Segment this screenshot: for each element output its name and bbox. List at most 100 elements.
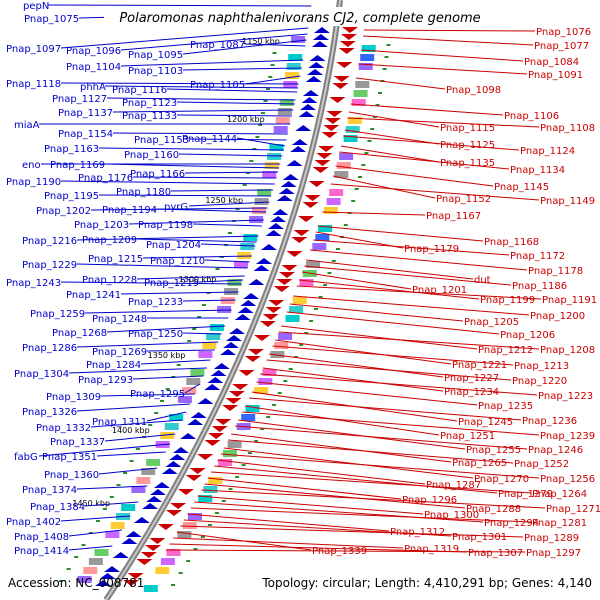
gene-label-right[interactable]: Pnap_1134 xyxy=(510,165,565,176)
gene-label-right[interactable]: Pnap_1252 xyxy=(514,459,569,470)
gene-label-right[interactable]: Pnap_1149 xyxy=(540,196,595,207)
gene-label-right[interactable]: Pnap_1135 xyxy=(440,158,495,169)
gene-label-right[interactable]: Pnap_1245 xyxy=(458,417,513,428)
gene-label-left[interactable]: Pnap_1202 xyxy=(36,206,91,217)
gene-label-left[interactable]: Pnap_1166 xyxy=(130,169,185,180)
gene-label-right[interactable]: Pnap_1145 xyxy=(494,182,549,193)
gene-label-left[interactable]: Pnap_1127 xyxy=(52,94,107,105)
gene-label-left[interactable]: Pnap_1250 xyxy=(128,329,183,340)
gene-label-left[interactable]: Pnap_1326 xyxy=(22,407,77,418)
gene-label-right[interactable]: Pnap_1091 xyxy=(528,70,583,81)
gene-label-right[interactable]: Pnap_1319 xyxy=(404,544,459,555)
gene-label-left[interactable]: Pnap_1374 xyxy=(22,485,77,496)
gene-label-left[interactable]: Pnap_1309 xyxy=(46,392,101,403)
gene-label-right[interactable]: Pnap_1289 xyxy=(524,533,579,544)
gene-label-right[interactable]: Pnap_1172 xyxy=(510,251,565,262)
gene-label-left[interactable]: miaA xyxy=(14,120,40,131)
gene-label-right[interactable]: Pnap_1084 xyxy=(524,57,579,68)
gene-label-left[interactable]: phhA xyxy=(80,82,106,93)
gene-label-left[interactable]: Pnap_1241 xyxy=(66,290,121,301)
gene-label-right[interactable]: Pnap_1125 xyxy=(440,140,495,151)
gene-label-right[interactable]: Pnap_1191 xyxy=(542,295,597,306)
gene-label-right[interactable]: Pnap_1235 xyxy=(478,401,533,412)
gene-label-left[interactable]: Pnap_1137 xyxy=(58,108,113,119)
gene-label-right[interactable]: Pnap_1287 xyxy=(426,480,481,491)
gene-label-left[interactable]: Pnap_1097 xyxy=(6,44,61,55)
gene-label-right[interactable]: Pnap_1168 xyxy=(484,237,539,248)
gene-label-right[interactable]: Pnap_1296 xyxy=(402,495,457,506)
gene-label-right[interactable]: Pnap_1265 xyxy=(452,458,507,469)
gene-label-right[interactable]: Pnap_1312 xyxy=(390,527,445,538)
gene-label-left[interactable]: Pnap_1219 xyxy=(144,278,199,289)
gene-label-left[interactable]: Pnap_1210 xyxy=(150,256,205,267)
gene-label-right[interactable]: Pnap_1227 xyxy=(444,373,499,384)
gene-label-left[interactable]: Pnap_1384 xyxy=(30,502,85,513)
gene-label-left[interactable]: Pnap_1304 xyxy=(14,369,69,380)
gene-label-left[interactable]: Pnap_1169 xyxy=(50,160,105,171)
gene-label-left[interactable]: Pnap_1154 xyxy=(58,129,113,140)
gene-label-left[interactable]: Pnap_1096 xyxy=(66,46,121,57)
gene-label-right[interactable]: Pnap_1124 xyxy=(520,146,575,157)
gene-label-right[interactable]: Pnap_1152 xyxy=(436,194,491,205)
gene-label-left[interactable]: eno xyxy=(22,160,41,171)
gene-label-left[interactable]: Pnap_1286 xyxy=(22,343,77,354)
gene-label-left[interactable]: fabG xyxy=(14,452,38,463)
gene-label-right[interactable]: Pnap_1301 xyxy=(452,532,507,543)
gene-label-left[interactable]: Pnap_1190 xyxy=(6,177,61,188)
gene-label-right[interactable]: Pnap_1234 xyxy=(444,387,499,398)
gene-label-right[interactable]: Pnap_1223 xyxy=(538,391,593,402)
gene-label-left[interactable]: Pnap_1144 xyxy=(182,134,237,145)
gene-label-right[interactable]: Pnap_1246 xyxy=(528,445,583,456)
gene-label-left[interactable]: Pnap_1311 xyxy=(92,417,147,428)
gene-label-right[interactable]: Pnap_1236 xyxy=(522,416,577,427)
gene-label-right[interactable]: Pnap_1212 xyxy=(478,345,533,356)
gene-label-left[interactable]: Pnap_1284 xyxy=(86,360,141,371)
gene-label-right[interactable]: Pnap_1108 xyxy=(540,123,595,134)
gene-label-left[interactable]: Pnap_1215 xyxy=(88,254,143,265)
gene-label-left[interactable]: pepN xyxy=(23,1,49,12)
gene-label-right[interactable]: Pnap_1281 xyxy=(532,518,587,529)
gene-label-right[interactable]: Pnap_1199 xyxy=(480,295,535,306)
gene-label-left[interactable]: Pnap_1351 xyxy=(42,452,97,463)
gene-label-right[interactable]: Pnap_1178 xyxy=(528,266,583,277)
gene-label-right[interactable]: Pnap_1256 xyxy=(540,474,595,485)
gene-label-left[interactable]: Pnap_1204 xyxy=(146,240,201,251)
gene-label-right[interactable]: Pnap_1220 xyxy=(512,376,567,387)
gene-label-left[interactable]: Pnap_1194 xyxy=(102,205,157,216)
gene-label-left[interactable]: Pnap_1209 xyxy=(82,235,137,246)
gene-label-left[interactable]: Pnap_1259 xyxy=(30,309,85,320)
gene-label-left[interactable]: Pnap_1268 xyxy=(52,328,107,339)
gene-label-left[interactable]: Pnap_1332 xyxy=(36,423,91,434)
gene-label-left[interactable]: Pnap_1163 xyxy=(44,144,99,155)
gene-label-left[interactable]: Pnap_1233 xyxy=(128,297,183,308)
gene-label-right[interactable]: Pnap_1270 xyxy=(474,474,529,485)
gene-label-right[interactable]: Pnap_1208 xyxy=(540,345,595,356)
gene-label-left[interactable]: Pnap_1176 xyxy=(78,173,133,184)
gene-label-right[interactable]: Pnap_1251 xyxy=(440,431,495,442)
gene-label-right[interactable]: Pnap_1271 xyxy=(546,504,600,515)
gene-label-left[interactable]: Pnap_1228 xyxy=(82,275,137,286)
gene-label-right[interactable]: Pnap_1076 xyxy=(536,27,591,38)
gene-label-right[interactable]: Pnap_1205 xyxy=(464,317,519,328)
gene-label-left[interactable]: Pnap_1118 xyxy=(6,79,61,90)
gene-label-left[interactable]: Pnap_1295 xyxy=(130,389,185,400)
gene-label-right[interactable]: Pnap_1200 xyxy=(530,311,585,322)
gene-label-right[interactable]: Pnap_1300 xyxy=(424,510,479,521)
gene-label-right[interactable]: Pnap_1186 xyxy=(512,281,567,292)
gene-label-left[interactable]: Pnap_1229 xyxy=(22,260,77,271)
gene-label-left[interactable]: pyrG xyxy=(164,202,188,213)
gene-label-right[interactable]: Pnap_1279 xyxy=(498,489,553,500)
gene-label-left[interactable]: Pnap_1123 xyxy=(122,98,177,109)
gene-label-right[interactable]: Pnap_1339 xyxy=(312,546,367,557)
gene-label-right[interactable]: Pnap_1239 xyxy=(540,431,595,442)
gene-label-left[interactable]: Pnap_1075 xyxy=(24,14,79,25)
gene-label-left[interactable]: Pnap_1203 xyxy=(74,220,129,231)
gene-label-left[interactable]: Pnap_1095 xyxy=(128,50,183,61)
gene-label-right[interactable]: Pnap_1206 xyxy=(500,330,555,341)
gene-label-right[interactable]: Pnap_1167 xyxy=(426,211,481,222)
gene-label-right[interactable]: Pnap_1106 xyxy=(504,111,559,122)
gene-label-left[interactable]: Pnap_1180 xyxy=(116,187,171,198)
gene-label-right[interactable]: Pnap_1264 xyxy=(532,489,587,500)
gene-label-left[interactable]: Pnap_1160 xyxy=(124,150,179,161)
gene-label-right[interactable]: Pnap_1201 xyxy=(412,285,467,296)
